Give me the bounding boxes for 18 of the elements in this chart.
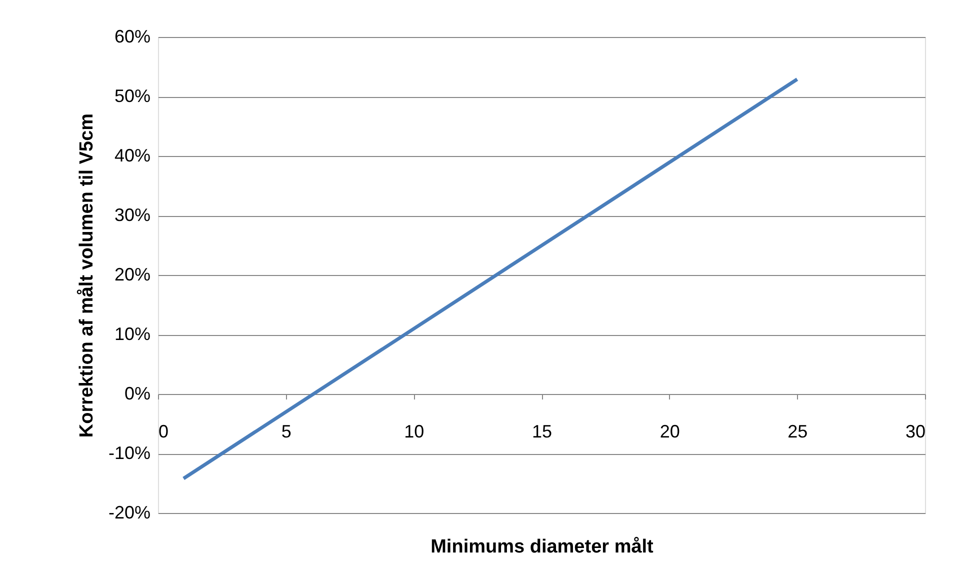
y-tick-label: 60% <box>114 26 150 46</box>
y-axis-title: Korrektion af målt volumen til V5cm <box>76 113 98 438</box>
x-tick-label: 5 <box>281 422 292 442</box>
y-tick-label: 40% <box>114 146 150 166</box>
x-tick-label: 25 <box>788 422 808 442</box>
x-tick-label: 0 <box>158 422 169 442</box>
y-tick-label: 0% <box>124 384 150 404</box>
x-axis-title: Minimums diameter målt <box>430 536 654 558</box>
y-tick-label: -20% <box>108 502 150 522</box>
x-tick-label: 20 <box>660 422 680 442</box>
y-tick-label: -10% <box>108 443 150 463</box>
x-tick-label: 15 <box>532 422 552 442</box>
x-tick-label: 30 <box>905 422 926 442</box>
y-tick-label: 50% <box>114 86 150 106</box>
y-tick-label: 10% <box>114 324 150 344</box>
y-tick-label: 30% <box>114 205 150 225</box>
y-tick-label: 20% <box>114 264 150 284</box>
x-tick-label: 10 <box>404 422 424 442</box>
